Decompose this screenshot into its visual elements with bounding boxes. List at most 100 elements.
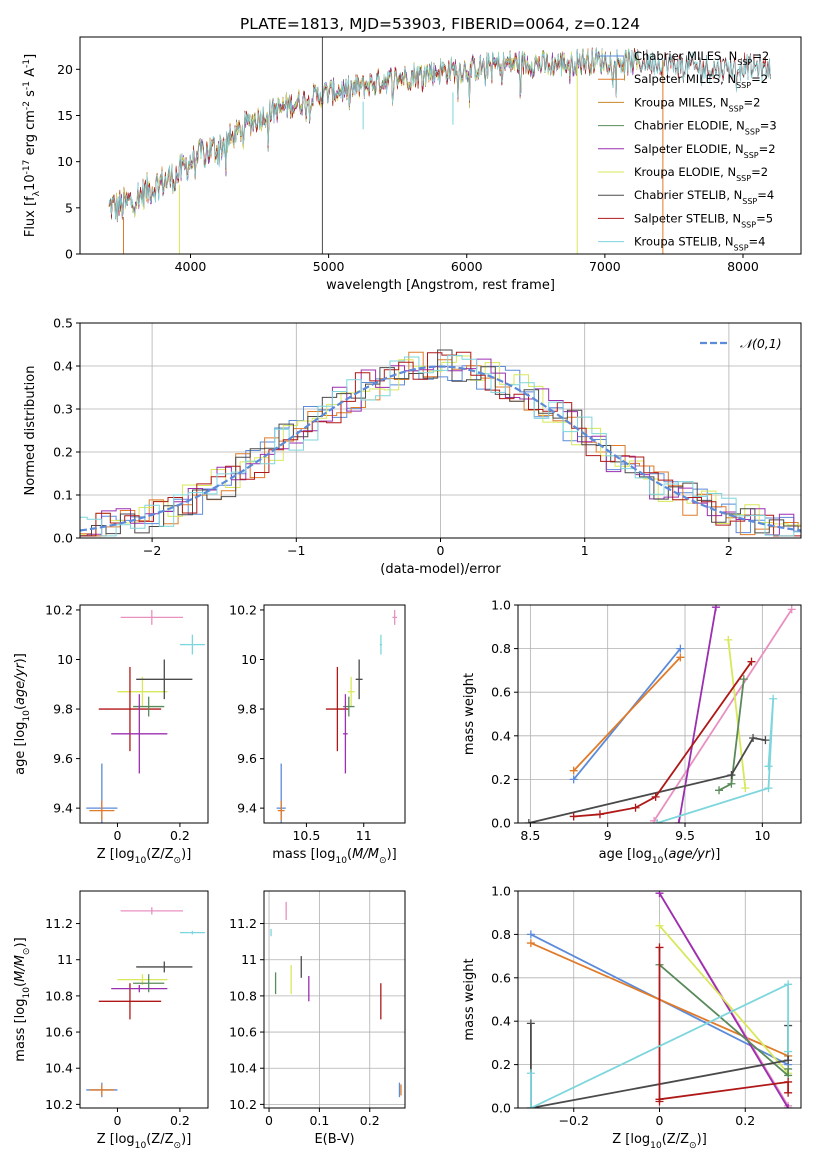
legend-entry: Salpeter STELIB, NSSP=5 — [634, 211, 773, 229]
y-tick-label: 0.4 — [53, 359, 73, 374]
mass-weight-line — [573, 656, 682, 772]
x-tick-label: −1 — [287, 543, 305, 558]
x-tick-label: 0.1 — [309, 1113, 329, 1128]
y-tick-label: 0.4 — [491, 728, 511, 743]
mass-weight-marker — [651, 792, 660, 801]
axes-frame — [79, 890, 209, 1109]
mass-weight-marker — [769, 694, 778, 703]
x-axis-label: (data-model)/error — [380, 562, 501, 577]
weight_vs_Z-panel: −0.2 0 0.2 0.0 0.2 0.4 0.6 0.8 1.0 Z [log10(Z/Z⊙)… — [462, 884, 802, 1151]
y-tick-label: 0.0 — [491, 816, 511, 831]
mass-weight-marker — [784, 1088, 793, 1097]
mass-weight-marker — [784, 1056, 793, 1065]
errorbar-point — [136, 961, 193, 973]
x-tick-label: −2 — [143, 543, 161, 558]
y-tick-label: 0.6 — [491, 970, 511, 985]
mass-weight-line — [727, 639, 747, 789]
y-axis-label: Normed distribution — [23, 366, 38, 496]
y-axis-label: age [log10(age/yr)] — [13, 653, 32, 775]
y-tick-label: 0.3 — [53, 402, 73, 417]
x-axis-label: Z [log10(Z/Z⊙)] — [97, 847, 192, 866]
spectrum-series-line — [108, 48, 771, 222]
y-tick-label: 10 — [241, 652, 257, 667]
errorbar-point — [343, 694, 348, 774]
mass-weight-line — [658, 964, 789, 1078]
y-axis-label: mass weight — [462, 673, 477, 755]
mass-weight-marker — [653, 819, 662, 823]
y-tick-label: 9.6 — [53, 751, 73, 766]
mass-weight-line — [658, 947, 789, 1102]
mass-weight-marker — [655, 921, 664, 930]
y-tick-label: 9.8 — [53, 702, 73, 717]
y-tick-label: 0 — [65, 247, 73, 262]
x-tick-label: 0 — [656, 1113, 664, 1128]
y-tick-label: 0.4 — [491, 1014, 511, 1029]
residuals-panel: −2 −1 0 1 2 0.0 0.1 0.2 0.3 0.4 0.5 (data-model)/er… — [23, 316, 802, 577]
mass-weight-line — [658, 925, 789, 1074]
figure-title: PLATE=1813, MJD=53903, FIBERID=0064, z=0… — [240, 15, 640, 33]
axes-frame — [517, 604, 802, 824]
errorbar-point — [136, 659, 193, 700]
y-tick-label: 11.2 — [45, 916, 73, 931]
y-axis-label: mass weight — [462, 958, 477, 1040]
legend-entry: Chabrier ELODIE, NSSP=3 — [634, 119, 777, 137]
y-tick-label: 9.8 — [237, 702, 257, 717]
mass-weight-marker — [724, 635, 733, 644]
x-axis-label: E(B-V) — [314, 1132, 354, 1147]
errorbar-point — [355, 659, 363, 700]
legend-entry: Kroupa STELIB, NSSP=4 — [634, 235, 765, 253]
x-tick-label: 6000 — [451, 259, 483, 274]
age_vs_Z-marks — [86, 609, 205, 823]
mass_vs_Z-marks — [86, 907, 205, 1098]
mass-weight-marker — [784, 1064, 793, 1073]
errorbar-point — [179, 930, 205, 935]
x-tick-label: 5000 — [313, 259, 345, 274]
axes-frame — [79, 36, 802, 255]
y-tick-label: 5 — [65, 200, 73, 215]
y-tick-label: 1.0 — [491, 598, 511, 613]
y-tick-label: 0.8 — [491, 641, 511, 656]
y-tick-label: 15 — [57, 108, 73, 123]
mass-weight-marker — [764, 762, 773, 771]
age_vs_Z-panel: 0 0.2 9.4 9.6 9.8 10 10.2 Z [log10(Z/Z⊙)] age [l… — [13, 602, 209, 866]
x-tick-label: 1 — [581, 543, 589, 558]
mass-weight-line — [656, 698, 775, 823]
mass_vs_ebv-marks — [270, 901, 402, 1098]
errorbar-point — [277, 800, 285, 821]
errorbar-point — [392, 609, 397, 625]
y-tick-label: 0.8 — [491, 927, 511, 942]
errorbar-point — [179, 634, 205, 655]
errorbar-point — [120, 907, 184, 915]
mass-weight-marker — [676, 653, 685, 662]
legend-entry: Salpeter MILES, NSSP=2 — [634, 72, 768, 90]
legend-entry: Chabrier STELIB, NSSP=4 — [634, 188, 774, 206]
errorbar-point — [347, 676, 355, 707]
x-tick-label: 0 — [437, 543, 445, 558]
residual-histogram — [81, 355, 801, 536]
mass-weight-marker — [711, 605, 720, 612]
y-tick-label: 0.0 — [491, 1101, 511, 1116]
x-tick-label: 10 — [754, 828, 770, 843]
mass_vs_ebv-panel: 0 0.1 0.2 10.2 10.4 10.6 10.8 11 11.2 E(B-V) — [229, 890, 406, 1147]
normal-reference-curve — [80, 365, 801, 532]
mass-weight-marker — [784, 1047, 793, 1056]
weight_vs_age-marks — [524, 605, 796, 823]
errorbar-point — [89, 1084, 115, 1096]
y-tick-label: 10.6 — [45, 1025, 73, 1040]
x-axis-label: Z [log10(Z/Z⊙)] — [97, 1132, 192, 1151]
legend-entry: 𝒩(0,1) — [740, 336, 782, 351]
x-tick-label: 8.5 — [520, 828, 540, 843]
mass-weight-marker — [715, 786, 724, 795]
mass-weight-marker — [761, 736, 770, 745]
y-tick-label: 10.6 — [229, 1025, 257, 1040]
y-tick-label: 11 — [57, 952, 73, 967]
errorbar-point — [133, 974, 165, 993]
y-tick-label: 10.4 — [229, 1061, 257, 1076]
x-axis-label: wavelength [Angstrom, rest frame] — [326, 278, 555, 293]
legend-entry: Chabrier MILES, NSSP=2 — [634, 49, 769, 67]
mass_vs_Z-panel: 0 0.2 10.2 10.4 10.6 10.8 11 11.2 Z [log10(Z/Z⊙)… — [13, 890, 209, 1151]
axes-frame — [263, 604, 406, 824]
x-axis-label: Z [log10(Z/Z⊙)] — [612, 1132, 707, 1151]
y-tick-label: 9.4 — [53, 801, 73, 816]
